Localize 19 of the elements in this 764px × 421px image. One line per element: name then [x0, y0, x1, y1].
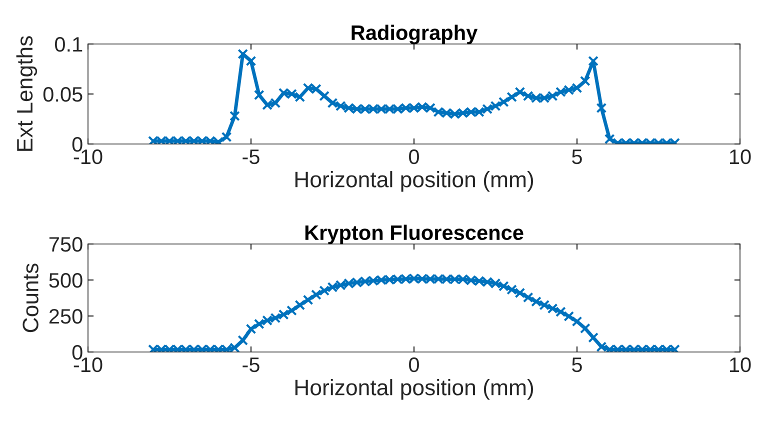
x-tick-label: 5	[572, 358, 582, 372]
x-tick-label: -5	[242, 358, 260, 372]
x-axis-title: Horizontal position (mm)	[295, 171, 534, 192]
y-tick-label: 250	[49, 309, 82, 324]
chart-title: Radiography	[352, 24, 478, 44]
x-tick-label: 0	[409, 357, 419, 372]
y-tick-label: 500	[49, 273, 82, 288]
chart-title: Krypton Fluorescence	[305, 224, 524, 244]
y-axis-title: Ext Lengths	[16, 36, 38, 151]
x-tick-label: -5	[242, 150, 260, 164]
x-tick-label: 5	[572, 150, 582, 164]
y-tick-label: 0.05	[43, 87, 82, 102]
x-axis-title: Horizontal position (mm)	[295, 379, 534, 400]
y-axis-title: Counts	[22, 264, 38, 332]
x-tick-label: 10	[730, 357, 751, 372]
x-tick-label: 0	[409, 149, 419, 164]
x-tick-label: 10	[730, 149, 751, 164]
y-tick-label: 0.1	[54, 37, 82, 52]
y-tick-label: 750	[49, 237, 82, 252]
